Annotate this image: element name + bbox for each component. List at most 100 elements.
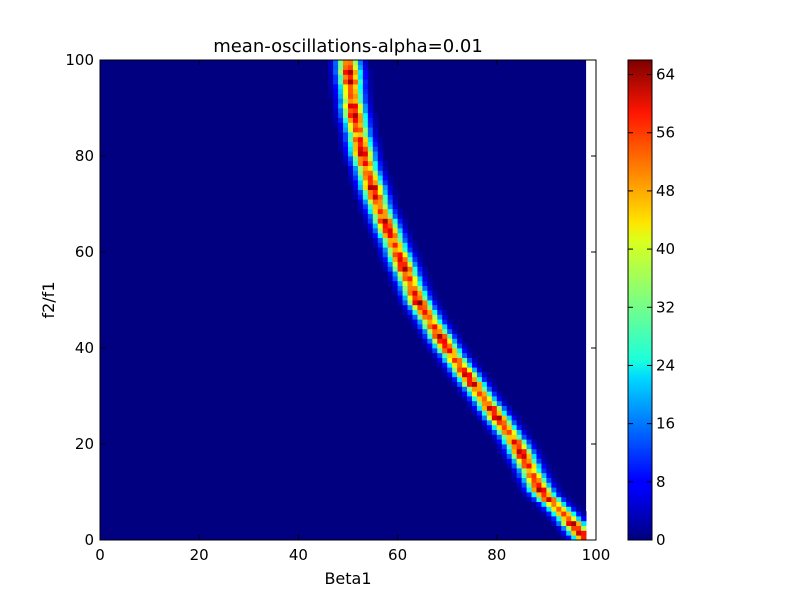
heatmap-cell bbox=[486, 400, 493, 406]
heatmap-cell bbox=[407, 228, 413, 234]
heatmap-cell bbox=[412, 242, 418, 248]
heatmap-cell bbox=[491, 400, 498, 406]
heatmap-cell bbox=[447, 367, 453, 373]
heatmap-cell bbox=[382, 218, 389, 224]
heatmap-cell bbox=[432, 309, 438, 315]
heatmap-cell bbox=[352, 151, 359, 157]
colorbar-tick-label: 0 bbox=[656, 531, 666, 549]
heatmap-cell bbox=[377, 242, 384, 248]
heatmap-cell bbox=[412, 309, 418, 315]
heatmap-cell bbox=[526, 448, 532, 454]
heatmap-cell bbox=[417, 256, 423, 262]
heatmap-cell bbox=[367, 141, 374, 147]
heatmap-cell bbox=[372, 218, 379, 224]
heatmap-cell bbox=[367, 228, 374, 234]
heatmap-cell bbox=[486, 424, 493, 430]
heatmap-cell bbox=[581, 530, 587, 536]
heatmap-cell bbox=[348, 74, 354, 80]
colorbar-tick-label: 16 bbox=[656, 415, 675, 433]
heatmap-cell bbox=[576, 530, 582, 536]
heatmap-cell bbox=[352, 64, 359, 70]
heatmap-cell bbox=[442, 367, 448, 373]
heatmap-cell bbox=[382, 256, 389, 262]
heatmap-cell bbox=[422, 324, 428, 330]
heatmap-cell bbox=[397, 237, 403, 243]
heatmap-cell bbox=[387, 261, 394, 267]
heatmap-cell bbox=[501, 396, 508, 402]
heatmap-cell bbox=[516, 448, 522, 454]
heatmap-cell bbox=[402, 271, 408, 277]
heatmap-cell bbox=[541, 468, 547, 474]
heatmap-cell bbox=[407, 319, 413, 325]
heatmap-cell bbox=[472, 410, 478, 416]
heatmap-cell bbox=[397, 266, 403, 272]
heatmap-cell bbox=[462, 396, 468, 402]
heatmap-cell bbox=[491, 391, 498, 397]
heatmap-cell bbox=[452, 348, 458, 354]
heatmap-cell bbox=[372, 237, 379, 243]
heatmap-cell bbox=[506, 415, 513, 421]
heatmap-cell bbox=[536, 506, 542, 512]
heatmap-cell bbox=[357, 84, 364, 90]
heatmap-cell bbox=[432, 319, 438, 325]
heatmap-cell bbox=[422, 276, 428, 282]
heatmap-cell bbox=[481, 400, 488, 406]
heatmap-cell bbox=[352, 194, 359, 200]
heatmap-cell bbox=[442, 333, 448, 339]
heatmap-cell bbox=[377, 223, 384, 229]
heatmap-cell bbox=[348, 180, 354, 186]
heatmap-cell bbox=[472, 372, 478, 378]
heatmap-cell bbox=[566, 496, 572, 502]
heatmap-cell bbox=[348, 93, 354, 99]
heatmap-cell bbox=[328, 60, 334, 66]
heatmap-cell bbox=[531, 496, 537, 502]
heatmap-cell bbox=[442, 328, 448, 334]
heatmap-cell bbox=[382, 189, 389, 195]
heatmap-cell bbox=[536, 472, 542, 478]
heatmap-cell bbox=[501, 458, 508, 464]
heatmap-cell bbox=[561, 525, 567, 531]
heatmap-cell bbox=[422, 309, 428, 315]
heatmap-cell bbox=[476, 381, 483, 387]
heatmap-cell bbox=[571, 506, 577, 512]
heatmap-cell bbox=[402, 261, 408, 267]
heatmap-cell bbox=[382, 184, 389, 190]
heatmap-cell bbox=[372, 194, 379, 200]
heatmap-cell bbox=[362, 88, 369, 94]
heatmap-cell bbox=[357, 79, 364, 85]
heatmap-cell bbox=[427, 338, 433, 344]
heatmap-cell bbox=[526, 458, 532, 464]
heatmap-cell bbox=[392, 285, 398, 291]
heatmap-cell bbox=[417, 333, 423, 339]
heatmap-cell bbox=[402, 218, 408, 224]
heatmap-cell bbox=[422, 338, 428, 344]
heatmap-cell bbox=[372, 136, 379, 142]
heatmap-cell bbox=[447, 372, 453, 378]
heatmap-cell bbox=[417, 328, 423, 334]
heatmap-cell bbox=[447, 357, 453, 363]
heatmap-cell bbox=[531, 477, 537, 483]
heatmap-cell bbox=[472, 386, 478, 392]
heatmap-cell bbox=[417, 276, 423, 282]
heatmap-cell bbox=[452, 343, 458, 349]
heatmap-cell bbox=[367, 232, 374, 238]
heatmap-cell bbox=[362, 108, 369, 114]
heatmap-cell bbox=[343, 146, 349, 152]
heatmap-cell bbox=[486, 405, 493, 411]
heatmap-cell bbox=[481, 386, 488, 392]
heatmap-cell bbox=[452, 328, 458, 334]
heatmap-cell bbox=[516, 420, 522, 426]
heatmap-cell bbox=[352, 189, 359, 195]
heatmap-cell bbox=[372, 146, 379, 152]
heatmap-cell bbox=[377, 194, 384, 200]
heatmap-cell bbox=[357, 175, 364, 181]
heatmap-cell bbox=[362, 69, 369, 75]
heatmap-cell bbox=[372, 122, 379, 128]
heatmap-cell bbox=[541, 492, 547, 498]
heatmap-cell bbox=[521, 492, 527, 498]
heatmap-cell bbox=[551, 477, 557, 483]
heatmap-cell bbox=[491, 396, 498, 402]
heatmap-cell bbox=[462, 362, 468, 368]
heatmap-cell bbox=[511, 424, 518, 430]
heatmap-cell bbox=[382, 180, 389, 186]
